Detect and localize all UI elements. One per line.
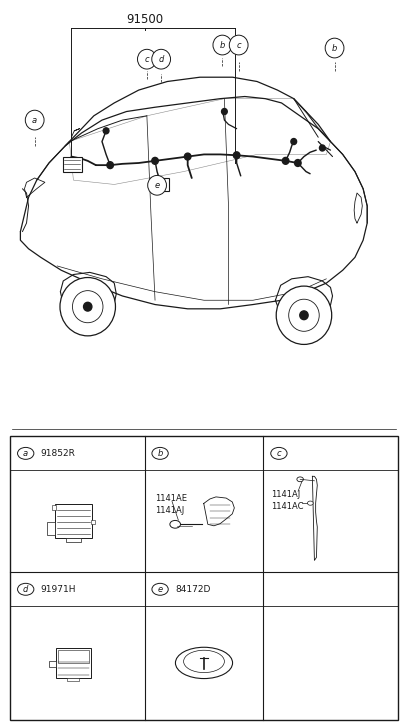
Circle shape (152, 49, 171, 69)
Circle shape (84, 302, 92, 311)
Circle shape (325, 39, 344, 58)
Circle shape (18, 583, 34, 595)
Bar (66, 539, 81, 542)
Circle shape (291, 139, 297, 145)
Circle shape (148, 175, 166, 195)
Bar (67, 678, 80, 681)
Polygon shape (204, 497, 234, 526)
Text: c: c (277, 449, 281, 458)
Text: a: a (23, 449, 28, 458)
Polygon shape (313, 476, 317, 561)
Circle shape (222, 108, 227, 115)
Circle shape (308, 501, 313, 505)
Text: e: e (155, 181, 160, 190)
Text: d: d (23, 585, 29, 594)
Text: a: a (32, 116, 37, 124)
Circle shape (319, 145, 325, 151)
Circle shape (73, 291, 103, 323)
Text: e: e (157, 585, 163, 594)
Circle shape (18, 447, 34, 459)
Bar (58, 649, 89, 663)
Circle shape (271, 447, 287, 459)
Text: b: b (157, 449, 163, 458)
Bar (56, 648, 91, 678)
Bar (49, 661, 56, 667)
Circle shape (107, 161, 113, 169)
Circle shape (300, 311, 308, 320)
Bar (91, 520, 95, 524)
Circle shape (103, 128, 109, 134)
Ellipse shape (150, 180, 164, 190)
Text: b: b (220, 41, 225, 49)
Text: 1141AE
1141AJ: 1141AE 1141AJ (155, 494, 187, 515)
Circle shape (229, 35, 248, 55)
Circle shape (25, 111, 44, 130)
FancyBboxPatch shape (153, 178, 169, 191)
Circle shape (152, 158, 158, 164)
Text: 84172D: 84172D (175, 585, 211, 594)
Bar (55, 505, 92, 539)
Circle shape (137, 49, 156, 69)
Circle shape (152, 583, 168, 595)
Text: 91852R: 91852R (41, 449, 75, 458)
Circle shape (282, 158, 289, 164)
Circle shape (60, 278, 115, 336)
Text: 1141AJ
1141AC: 1141AJ 1141AC (271, 490, 303, 510)
Circle shape (213, 35, 232, 55)
Bar (47, 522, 55, 536)
FancyBboxPatch shape (63, 156, 82, 172)
Circle shape (233, 152, 240, 158)
Text: 91971H: 91971H (41, 585, 76, 594)
Text: c: c (236, 41, 241, 49)
Ellipse shape (175, 647, 233, 678)
Circle shape (170, 521, 180, 529)
Circle shape (276, 286, 332, 345)
Ellipse shape (184, 650, 224, 672)
Text: 91500: 91500 (126, 13, 163, 25)
Bar (52, 505, 56, 510)
Text: c: c (144, 55, 149, 64)
Circle shape (184, 153, 191, 160)
Text: d: d (158, 55, 164, 64)
Text: b: b (332, 44, 337, 52)
Circle shape (289, 300, 319, 332)
Circle shape (297, 477, 304, 482)
Circle shape (152, 447, 168, 459)
Circle shape (295, 159, 301, 166)
